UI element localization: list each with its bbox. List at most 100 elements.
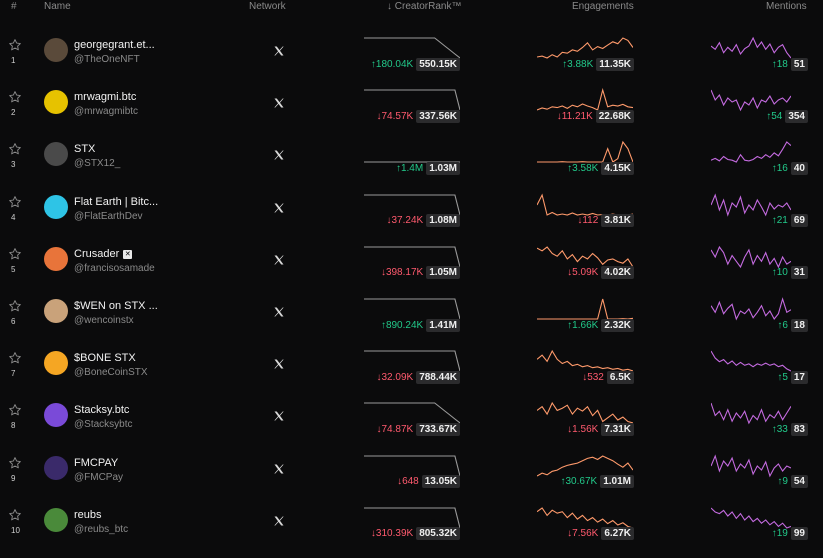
creator-rank-sparkline [364, 194, 460, 215]
avatar[interactable] [44, 299, 68, 323]
avatar[interactable] [44, 38, 68, 62]
sparkline-path [711, 192, 791, 217]
star-icon[interactable] [8, 195, 22, 209]
table-row[interactable]: 3 STX @STX12_ ↑1.4M 1.03M ↑3.58K 4.15K ↑… [0, 140, 823, 192]
creator-name[interactable]: reubs [74, 509, 102, 521]
star-icon[interactable] [8, 90, 22, 104]
avatar[interactable] [44, 507, 68, 532]
creator-rank-sparkline [364, 350, 460, 372]
engagements-metric: ↓532 6.5K [582, 370, 634, 384]
engagements-metric: ↓5.09K 4.02K [567, 266, 634, 280]
star-icon[interactable] [8, 508, 22, 522]
creator-name-text: $WEN on STX ... [74, 300, 158, 312]
creator-rank-change: ↓398.17K [380, 267, 424, 279]
engagements-value: 6.5K [606, 370, 634, 384]
rank-number: 9 [11, 473, 16, 483]
mentions-sparkline [711, 297, 791, 321]
creator-rank-metric: ↓74.87K 733.67K [376, 422, 460, 436]
header-network[interactable]: Network [249, 1, 286, 12]
creator-handle: @STX12_ [74, 158, 121, 170]
engagements-change: ↓5.09K [567, 267, 599, 279]
table-row[interactable]: 8 Stacksy.btc @Stacksybtc ↓74.87K 733.67… [0, 401, 823, 453]
mentions-change: ↑16 [771, 162, 788, 174]
table-row[interactable]: 5 Crusader ✕ @francisosamade ↓398.17K 1.0… [0, 245, 823, 297]
mentions-sparkline [711, 350, 791, 372]
star-icon[interactable] [8, 142, 22, 156]
table-header: # Name Network ↓ CreatorRank™ Engagement… [0, 0, 823, 14]
sparkline-path [537, 141, 633, 164]
engagements-change: ↓112 [577, 215, 599, 227]
rank-number: 6 [11, 317, 16, 326]
star-icon[interactable] [8, 456, 22, 470]
engagements-metric: ↓7.56K 6.27K [567, 527, 634, 541]
star-icon[interactable] [8, 247, 22, 261]
star-icon[interactable] [8, 403, 22, 417]
mentions-sparkline [711, 89, 791, 112]
mentions-change: ↑9 [777, 476, 788, 488]
mentions-sparkline [711, 245, 791, 269]
table-row[interactable]: 2 mrwagmi.btc @mrwagmibtc ↓74.57K 337.56… [0, 88, 823, 140]
star-icon[interactable] [8, 299, 22, 313]
creator-rank-change: ↓74.87K [376, 423, 414, 435]
creator-name[interactable]: Crusader ✕ [74, 247, 133, 260]
mentions-value: 69 [790, 214, 808, 228]
table-row[interactable]: 1 georgegrant.et... @TheOneNFT ↑180.04K … [0, 36, 823, 88]
creator-rank-value: 13.05K [421, 475, 460, 489]
rank-number: 7 [11, 369, 16, 379]
creator-handle: @wencoinstx [74, 315, 134, 326]
creator-rank-value: 1.03M [426, 161, 460, 175]
creator-name[interactable]: Stacksy.btc [74, 404, 129, 416]
mentions-value: 51 [790, 57, 808, 71]
table-row[interactable]: 6 $WEN on STX ... @wencoinstx ↑890.24K 1… [0, 297, 823, 349]
sparkline-path [537, 193, 633, 216]
creator-rank-metric: ↓648 13.05K [397, 475, 460, 489]
avatar[interactable] [44, 142, 68, 167]
sparkline-path [537, 298, 633, 320]
engagements-metric: ↑30.67K 1.01M [561, 475, 634, 489]
rank-number: 2 [11, 108, 16, 118]
engagements-value: 2.32K [601, 318, 634, 332]
avatar[interactable] [44, 351, 68, 376]
sparkline-path [364, 246, 460, 267]
avatar[interactable] [44, 90, 68, 115]
mentions-value: 99 [790, 527, 808, 541]
mentions-value: 31 [790, 266, 808, 280]
creator-rank-value: 788.44K [416, 370, 460, 384]
creator-name[interactable]: $BONE STX [74, 352, 136, 364]
header-name[interactable]: Name [44, 1, 71, 12]
table-row[interactable]: 4 Flat Earth | Bitc... @FlatEarthDev ↓37… [0, 192, 823, 245]
creator-name-text: mrwagmi.btc [74, 91, 137, 104]
avatar[interactable] [44, 194, 68, 219]
table-row[interactable]: 10 reubs @reubs_btc ↓310.39K 805.32K ↓7.… [0, 506, 823, 558]
creator-name[interactable]: mrwagmi.btc [74, 91, 136, 103]
avatar[interactable] [44, 455, 68, 480]
avatar[interactable] [44, 403, 68, 428]
mentions-metric: ↑54 354 [766, 109, 808, 123]
engagements-sparkline [537, 88, 633, 111]
header-engagements[interactable]: Engagements [572, 1, 634, 12]
header-creator-rank[interactable]: ↓ CreatorRank™ [387, 1, 462, 12]
table-row[interactable]: 9 FMCPAY @FMCPay ↓648 13.05K ↑30.67K 1.0… [0, 453, 823, 506]
avatar[interactable] [44, 246, 68, 271]
sparkline-path [364, 455, 460, 476]
creator-handle: @FMCPay [74, 471, 124, 483]
star-icon[interactable] [8, 351, 22, 365]
verified-badge-icon: ✕ [123, 249, 133, 259]
table-row[interactable]: 7 $BONE STX @BoneCoinSTX ↓32.09K 788.44K… [0, 349, 823, 401]
engagements-change: ↓7.56K [567, 528, 599, 540]
creator-name[interactable]: STX [74, 143, 95, 155]
creator-name[interactable]: FMCPAY [74, 457, 118, 469]
creator-name-text: Crusader [74, 247, 120, 260]
header-mentions[interactable]: Mentions [766, 1, 807, 12]
mentions-metric: ↑19 99 [772, 527, 808, 541]
creator-rank-change: ↓32.09K [376, 371, 414, 383]
mentions-change: ↑21 [771, 215, 788, 227]
sparkline-path [364, 507, 460, 528]
creator-name[interactable]: $WEN on STX ... [74, 300, 158, 312]
creator-name[interactable]: georgegrant.et... [74, 39, 155, 51]
star-icon[interactable] [8, 38, 22, 52]
creator-name-text: reubs [74, 508, 102, 521]
creator-rank-metric: ↑180.04K 550.15K [371, 57, 460, 71]
creator-name[interactable]: Flat Earth | Bitc... [74, 196, 158, 208]
mentions-metric: ↑16 40 [772, 161, 808, 175]
